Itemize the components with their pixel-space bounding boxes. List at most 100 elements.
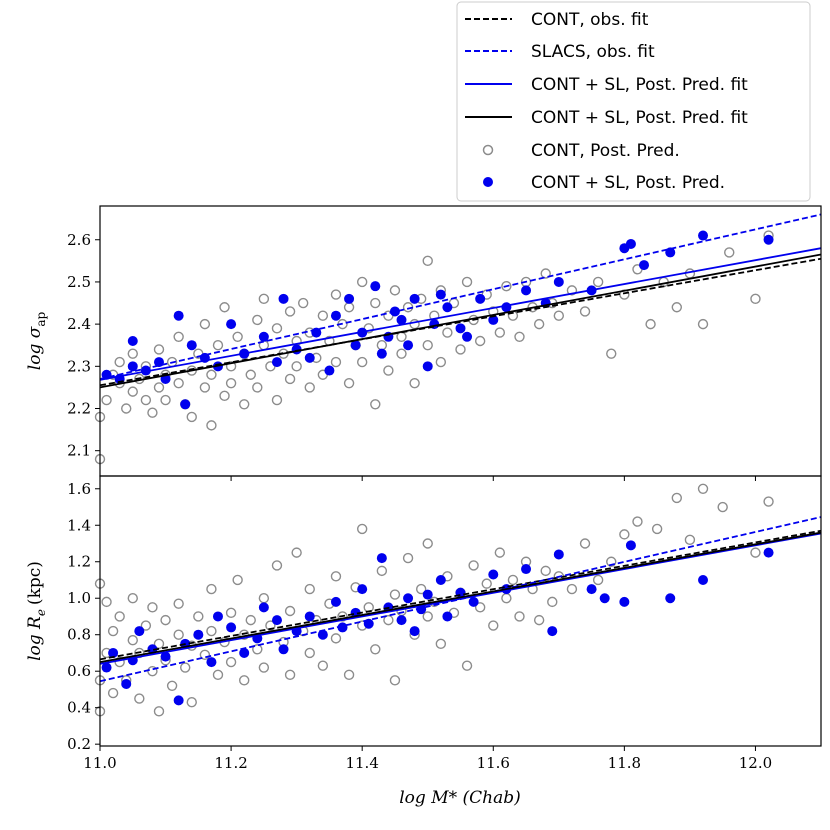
radius-sl-point-46 xyxy=(665,593,676,604)
radius-cont-point-49 xyxy=(304,647,315,659)
sigma-y-tick-label-1: 2.2 xyxy=(67,400,91,418)
radius-cont-point-62 xyxy=(370,644,381,655)
radius-cont-point-57 xyxy=(343,669,355,681)
sigma-cont-point-78 xyxy=(422,255,433,267)
radius-cont-point-72 xyxy=(422,538,433,549)
radius-sl-point-32 xyxy=(422,589,433,600)
sigma-cont-point-48 xyxy=(291,361,302,372)
radius-cont-point-98 xyxy=(632,516,643,527)
radius-fit-post-black xyxy=(99,531,822,663)
sigma-cont-point-110 xyxy=(697,318,709,330)
x-tick-label-3: 11.6 xyxy=(477,754,510,772)
sigma-cont-point-97 xyxy=(540,268,551,279)
sigma-y-axis-label: log σap xyxy=(25,311,48,370)
radius-cont-point-35 xyxy=(232,574,243,586)
radius-y-axis-label-unit: (kpc) xyxy=(25,561,45,605)
sigma-cont-point-77 xyxy=(422,340,433,351)
sigma-sl-point-30 xyxy=(403,340,414,351)
legend-label-post-pred-fit-black: CONT + SL, Post. Pred. fit xyxy=(531,108,748,128)
sigma-cont-point-37 xyxy=(252,314,263,326)
sigma-sl-point-8 xyxy=(180,399,191,410)
radius-cont-point-50 xyxy=(304,583,315,595)
sigma-sl-point-2 xyxy=(127,361,138,372)
sigma-cont-point-4 xyxy=(114,356,125,368)
sigma-cont-point-111 xyxy=(724,247,735,258)
radius-cont-point-27 xyxy=(193,611,204,622)
sigma-sl-point-25 xyxy=(370,281,381,292)
sigma-cont-point-112 xyxy=(750,293,761,305)
sigma-y-tick-label-3: 2.4 xyxy=(67,315,91,333)
radius-cont-point-55 xyxy=(330,633,342,644)
sigma-sl-point-23 xyxy=(350,340,361,351)
radius-cont-point-11 xyxy=(127,593,138,604)
x-tick-label-2: 11.4 xyxy=(345,754,378,772)
sigma-cont-point-22 xyxy=(186,411,197,423)
sigma-sl-point-43 xyxy=(553,276,564,287)
sigma-cont-point-85 xyxy=(461,276,473,288)
radius-cont-point-12 xyxy=(134,693,145,704)
radius-sl-point-17 xyxy=(278,644,289,655)
sigma-axes-frame xyxy=(99,205,822,477)
radius-sl-point-43 xyxy=(599,593,610,604)
radius-cont-point-8 xyxy=(114,611,125,622)
radius-cont-point-45 xyxy=(284,605,296,617)
radius-sl-point-34 xyxy=(442,611,453,622)
radius-sl-point-7 xyxy=(173,695,184,706)
radius-cont-point-54 xyxy=(330,571,342,582)
x-tick-label-4: 11.8 xyxy=(608,754,641,772)
radius-fit-post-blue xyxy=(99,532,822,665)
x-axis-label: log M* (Chab) xyxy=(399,788,521,808)
sigma-cont-point-84 xyxy=(455,344,466,355)
sigma-cont-point-102 xyxy=(592,276,604,288)
radius-cont-point-99 xyxy=(651,523,663,535)
sigma-cont-point-7 xyxy=(127,386,138,397)
radius-cont-point-97 xyxy=(619,529,630,540)
radius-cont-point-39 xyxy=(252,644,263,655)
sigma-cont-point-34 xyxy=(238,399,250,410)
radius-y-tick-label-5: 1.2 xyxy=(67,553,91,571)
sigma-cont-point-49 xyxy=(297,297,309,309)
sigma-cont-point-14 xyxy=(153,344,165,355)
radius-cont-point-29 xyxy=(206,625,217,637)
radius-cont-point-30 xyxy=(206,583,217,595)
sigma-cont-point-87 xyxy=(474,335,486,347)
legend-label-cont-post-pred: CONT, Post. Pred. xyxy=(531,141,680,161)
sigma-sl-point-15 xyxy=(271,357,282,368)
radius-sl-point-39 xyxy=(521,564,532,575)
panel-radius: 0.20.40.60.81.01.21.41.6 11.0 11.2 11.4 11.… xyxy=(25,475,822,772)
radius-cont-point-4 xyxy=(101,596,112,608)
sigma-cont-point-43 xyxy=(271,323,283,334)
sigma-cont-point-69 xyxy=(383,365,394,376)
legend: CONT, obs. fit SLACS, obs. fit CONT + SL… xyxy=(456,1,811,202)
sigma-cont-point-31 xyxy=(225,361,237,372)
radius-y-tick-label-6: 1.4 xyxy=(67,516,91,534)
radius-y-tick-label-7: 1.6 xyxy=(67,480,91,498)
sigma-y-tick-label-4: 2.5 xyxy=(67,273,91,291)
radius-cont-point-64 xyxy=(383,614,394,626)
radius-sl-point-6 xyxy=(160,651,171,662)
radius-cont-point-96 xyxy=(606,556,617,567)
radius-sl-point-0 xyxy=(101,662,112,673)
sigma-sl-point-16 xyxy=(278,293,289,304)
sigma-sl-point-14 xyxy=(258,331,269,342)
radius-cont-point-90 xyxy=(540,565,551,577)
sigma-sl-point-31 xyxy=(409,293,420,304)
sigma-cont-point-53 xyxy=(317,310,329,321)
radius-cont-point-52 xyxy=(317,660,329,671)
radius-cont-point-94 xyxy=(579,538,591,549)
sigma-cont-point-32 xyxy=(225,377,237,389)
radius-y-ticks: 0.2 0.4 0.6 0.8 1.0 1.2 1.4 1.6 xyxy=(67,480,100,753)
radius-cont-point-20 xyxy=(160,614,171,626)
sigma-sl-point-3 xyxy=(127,336,138,346)
radius-cont-point-91 xyxy=(547,596,558,608)
sigma-sl-point-22 xyxy=(344,293,355,304)
sigma-cont-point-19 xyxy=(173,331,184,342)
sigma-sl-point-48 xyxy=(665,247,676,258)
sigma-cont-point-18 xyxy=(173,377,184,389)
sigma-cont-point-45 xyxy=(284,373,296,385)
radius-sl-point-29 xyxy=(403,593,414,604)
sigma-cont-point-42 xyxy=(271,394,283,406)
sigma-fit-cont-obs xyxy=(99,257,822,387)
sigma-y-ticks: 2.1 2.2 2.3 2.4 2.5 2.6 xyxy=(67,231,100,460)
